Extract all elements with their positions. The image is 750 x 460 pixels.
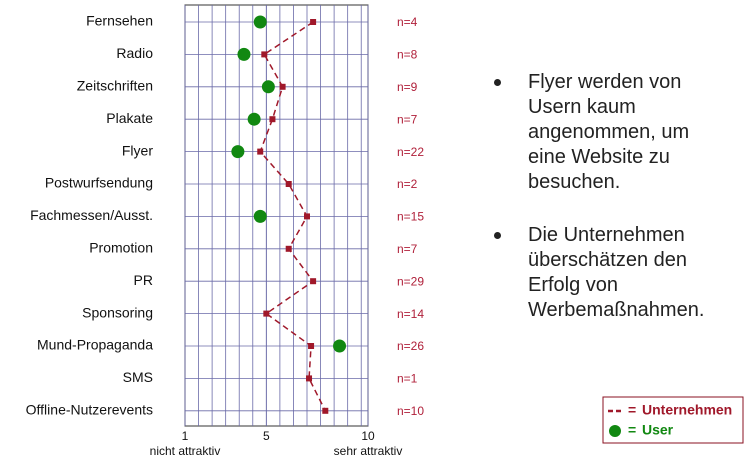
x-tick-label: 5 (263, 429, 270, 443)
category-label: Offline-Nutzerevents (26, 402, 153, 418)
category-label: Fernsehen (86, 13, 153, 29)
n-label: n=8 (397, 48, 418, 62)
legend-separator: = (628, 422, 636, 438)
n-label: n=4 (397, 15, 418, 29)
n-label: n=14 (397, 307, 424, 321)
point-marker (261, 51, 268, 58)
point-marker (231, 145, 245, 159)
point-marker (263, 310, 270, 317)
category-label: Radio (116, 45, 153, 61)
n-label: n=1 (397, 372, 418, 386)
x-tick-label: 10 (361, 429, 375, 443)
x-tick-label: 1 (182, 429, 189, 443)
point-marker (310, 278, 317, 285)
legend-separator: = (628, 402, 636, 418)
point-marker (308, 343, 315, 349)
point-marker (285, 245, 292, 252)
category-label: Mund-Propaganda (37, 337, 153, 353)
n-label: n=9 (397, 80, 418, 94)
category-label: Plakate (106, 110, 153, 126)
category-label: SMS (123, 369, 153, 385)
point-marker (261, 80, 275, 94)
point-marker (253, 15, 267, 29)
point-marker (306, 375, 313, 382)
point-marker (333, 339, 347, 353)
n-label: n=15 (397, 210, 424, 224)
category-label: Zeitschriften (77, 78, 153, 94)
category-label: Postwurfsendung (45, 175, 153, 191)
point-marker (279, 83, 286, 90)
point-marker (257, 148, 264, 155)
point-marker (304, 213, 310, 220)
point-marker (269, 116, 276, 123)
category-label: Sponsoring (82, 304, 153, 320)
note: Flyer werden von Usern kaum angenommen, … (490, 70, 730, 195)
category-label: Promotion (89, 240, 153, 256)
legend-label: User (642, 422, 674, 438)
category-label: PR (134, 272, 153, 288)
point-marker (322, 407, 329, 414)
note: Die Unternehmen überschätzen den Erfolg … (490, 223, 730, 323)
legend-box (602, 396, 744, 444)
point-marker (285, 181, 292, 187)
n-label: n=7 (397, 112, 418, 126)
n-label: n=22 (397, 145, 424, 159)
n-label: n=2 (397, 177, 418, 191)
n-label: n=10 (397, 404, 424, 418)
n-label: n=26 (397, 339, 424, 353)
notes: Flyer werden von Usern kaum angenommen, … (490, 70, 730, 351)
category-label: Fachmessen/Ausst. (30, 207, 153, 223)
x-axis-label: nicht attraktiv (150, 444, 221, 458)
point-marker (237, 47, 251, 61)
category-label: Flyer (122, 142, 153, 158)
point-marker (310, 19, 317, 25)
n-label: n=7 (397, 242, 418, 256)
n-label: n=29 (397, 274, 424, 288)
legend-symbol (609, 425, 621, 437)
legend-label: Unternehmen (642, 402, 732, 418)
x-axis-label: sehr attraktiv (334, 444, 403, 458)
point-marker (247, 112, 261, 126)
point-marker (253, 209, 267, 223)
